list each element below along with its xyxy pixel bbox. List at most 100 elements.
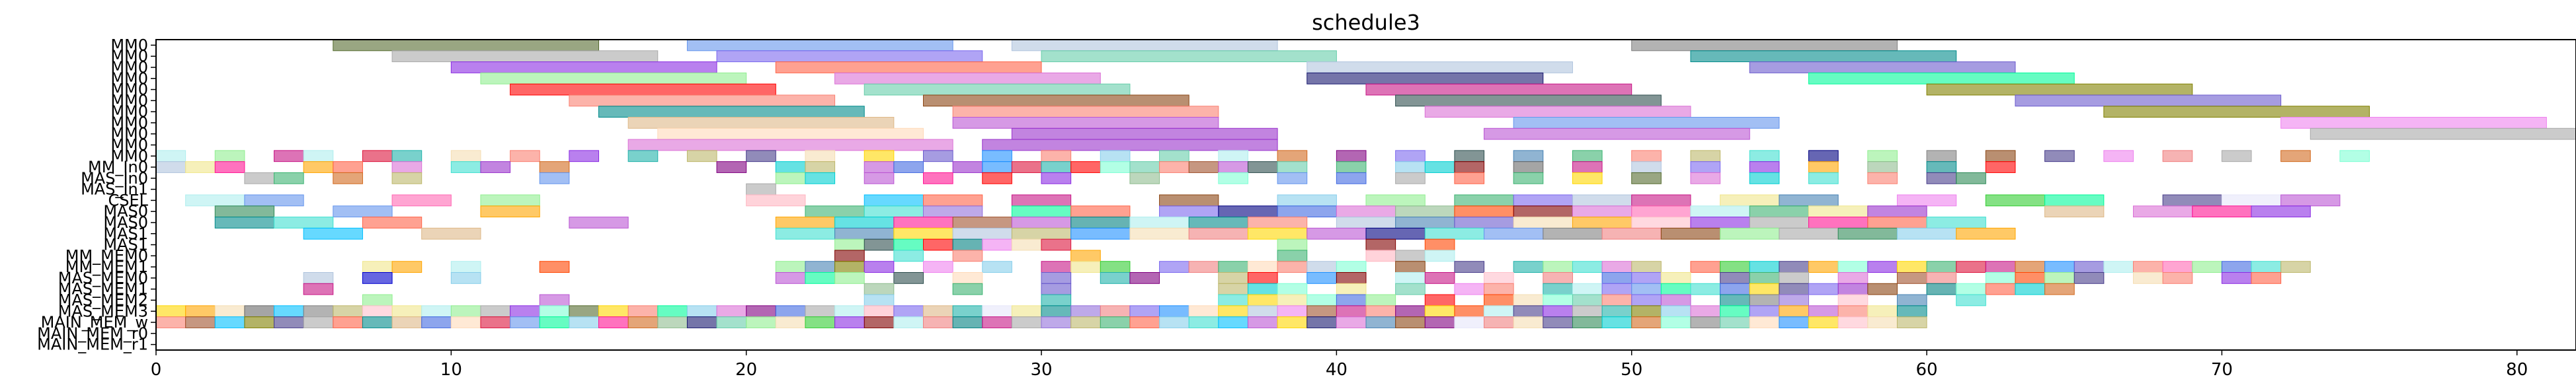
- task-bar-147: [746, 194, 806, 207]
- task-bar-202: [1188, 217, 1248, 229]
- task-bar-277: [1395, 261, 1426, 273]
- task-bar-272: [1218, 261, 1248, 273]
- task-bar-337: [2132, 272, 2163, 284]
- task-bar-208: [1572, 217, 1632, 229]
- task-bar-393: [155, 305, 186, 318]
- task-bar-187: [2044, 205, 2105, 218]
- task-bar-6: [1041, 50, 1337, 63]
- task-bar-68: [1867, 150, 1898, 162]
- x-tick-label-3: 30: [1030, 360, 1052, 380]
- task-bar-283: [1631, 261, 1662, 273]
- task-bar-157: [1631, 194, 1691, 207]
- task-bar-214: [1926, 217, 1986, 229]
- task-bar-310: [834, 272, 865, 284]
- task-bar-365: [1956, 283, 1986, 295]
- task-bar-234: [1779, 227, 1839, 240]
- task-bar-402: [421, 305, 452, 318]
- task-bar-248: [1424, 238, 1455, 251]
- task-bar-70: [1985, 150, 2016, 162]
- y-tick-label-21: MAS_MEM0: [58, 269, 148, 287]
- task-bar-172: [1011, 205, 1072, 218]
- task-bar-167: [333, 205, 393, 218]
- task-bar-470: [657, 316, 688, 328]
- task-bar-350: [1454, 283, 1485, 295]
- task-bar-358: [1720, 283, 1750, 295]
- task-bar-461: [391, 316, 423, 328]
- task-bar-269: [1100, 261, 1131, 273]
- task-bar-73: [2162, 150, 2193, 162]
- task-bar-502: [1601, 316, 1632, 328]
- task-bar-323: [1543, 272, 1573, 284]
- task-bar-0: [333, 39, 600, 52]
- task-bar-327: [1720, 272, 1750, 284]
- task-bar-213: [1867, 217, 1927, 229]
- task-bar-108: [1572, 161, 1603, 173]
- task-bar-360: [1779, 283, 1810, 295]
- task-bar-403: [450, 305, 481, 318]
- y-tick-label-14: CSEL: [108, 191, 148, 209]
- task-bar-440: [1543, 305, 1573, 318]
- task-bar-286: [1749, 261, 1780, 273]
- task-bar-399: [333, 305, 363, 318]
- task-bar-170: [864, 205, 924, 218]
- task-bar-325: [1631, 272, 1662, 284]
- task-bar-33: [1011, 127, 1278, 140]
- task-bar-367: [2015, 283, 2046, 295]
- task-bar-76: [2339, 150, 2370, 162]
- task-bar-412: [716, 305, 747, 318]
- task-bar-468: [598, 316, 629, 328]
- y-tick-label-7: MM0: [110, 114, 148, 132]
- task-bar-478: [893, 316, 924, 328]
- task-bar-179: [1454, 205, 1514, 218]
- task-bar-91: [952, 161, 983, 173]
- task-bar-308: [775, 272, 806, 284]
- task-bar-240: [893, 238, 924, 251]
- task-bar-345: [1218, 283, 1248, 295]
- task-bar-251: [952, 250, 983, 262]
- task-bar-82: [391, 161, 423, 173]
- task-bar-177: [1336, 205, 1396, 218]
- task-bar-439: [1513, 305, 1544, 318]
- task-bar-20: [569, 94, 836, 107]
- task-bar-394: [185, 305, 216, 318]
- task-bar-74: [2221, 150, 2252, 162]
- task-bar-164: [2221, 194, 2282, 207]
- task-bar-389: [1779, 294, 1810, 306]
- y-tick-label-11: MM_In0: [88, 158, 148, 176]
- task-bar-505: [1690, 316, 1721, 328]
- task-bar-75: [2280, 150, 2311, 162]
- task-bar-2: [1011, 39, 1278, 52]
- task-bar-245: [1041, 238, 1072, 251]
- task-bar-97: [1129, 161, 1160, 173]
- task-bar-268: [1070, 261, 1101, 273]
- task-bar-150: [1011, 194, 1072, 207]
- task-bar-126: [1041, 172, 1072, 184]
- task-bar-508: [1779, 316, 1810, 328]
- task-bar-326: [1660, 272, 1691, 284]
- task-bar-467: [569, 316, 600, 328]
- task-bar-124: [922, 172, 953, 184]
- task-bar-469: [627, 316, 659, 328]
- task-bar-60: [1395, 150, 1426, 162]
- task-bar-384: [1601, 294, 1632, 306]
- task-bar-294: [1985, 261, 2016, 273]
- task-bar-289: [1837, 261, 1869, 273]
- task-bar-216: [421, 227, 481, 240]
- task-bar-438: [1484, 305, 1514, 318]
- task-bar-346: [1247, 283, 1278, 295]
- task-bar-456: [244, 316, 275, 328]
- task-bar-206: [1454, 217, 1514, 229]
- task-bar-188: [2132, 205, 2193, 218]
- task-bar-349: [1395, 283, 1426, 295]
- task-bar-7: [1690, 50, 1957, 63]
- task-bar-451: [1867, 305, 1898, 318]
- y-tick-label-13: MAS_In1: [81, 180, 148, 199]
- task-bar-374: [1247, 294, 1278, 306]
- task-bar-400: [362, 305, 393, 318]
- task-bar-408: [598, 305, 629, 318]
- task-bar-430: [1247, 305, 1278, 318]
- y-tick-label-0: MM0: [110, 36, 148, 54]
- task-bar-288: [1808, 261, 1839, 273]
- task-bar-120: [539, 172, 570, 184]
- task-bar-418: [893, 305, 924, 318]
